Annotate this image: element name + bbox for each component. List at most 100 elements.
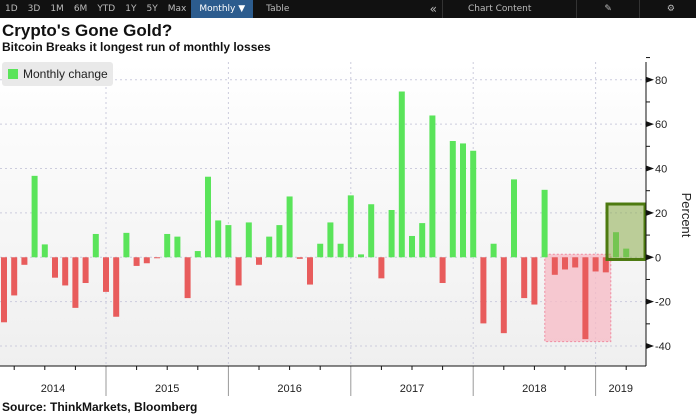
bar <box>164 233 171 258</box>
bar <box>52 257 58 278</box>
divider <box>441 0 443 18</box>
bar <box>602 257 609 273</box>
bar <box>0 257 7 323</box>
range-ytd[interactable]: YTD <box>97 4 116 14</box>
bar <box>174 236 181 258</box>
chart-title: Crypto's Gone Gold? <box>2 21 173 40</box>
bar <box>378 257 385 279</box>
legend-label: Monthly change <box>23 67 108 81</box>
x-year-label: 2017 <box>400 383 424 395</box>
bar <box>21 257 28 265</box>
tick-arrow <box>646 121 654 128</box>
bar <box>562 257 568 270</box>
toolbar: 1D 3D 1M 6M YTD 1Y 5Y Max Monthly ▼ Table « Chart C… <box>0 0 696 18</box>
bar <box>358 254 364 258</box>
x-year-label: 2019 <box>609 383 633 395</box>
bar <box>31 175 38 258</box>
y-tick-label: 80 <box>655 75 667 87</box>
tick-arrow <box>646 165 654 172</box>
y-tick-label: 0 <box>655 252 661 264</box>
bar <box>541 189 548 258</box>
y-tick-label: 20 <box>655 208 667 220</box>
bar <box>572 257 579 268</box>
y-tick-label: -40 <box>655 341 671 353</box>
bar <box>551 257 558 275</box>
bar <box>531 257 538 305</box>
collapse-button[interactable]: « <box>429 2 437 16</box>
bar <box>184 257 191 299</box>
bar <box>347 195 354 258</box>
divider <box>576 0 578 18</box>
tick-arrow <box>646 298 654 305</box>
range-max[interactable]: Max <box>167 4 187 14</box>
bar <box>215 220 222 258</box>
bar <box>11 257 18 296</box>
bar <box>337 243 344 258</box>
edit-icon[interactable]: ✎ <box>604 4 612 14</box>
y-axis-label: Percent <box>679 193 694 238</box>
legend[interactable]: Monthly change <box>2 62 113 86</box>
bar <box>82 257 89 284</box>
frequency-dropdown[interactable]: Monthly ▼ <box>191 0 254 18</box>
bar <box>62 257 69 286</box>
bar <box>429 115 436 258</box>
bar <box>205 176 211 258</box>
bar <box>409 235 415 258</box>
x-year-label: 2018 <box>522 383 546 395</box>
bar <box>511 179 517 258</box>
highlight-gains <box>605 202 647 261</box>
bar <box>123 232 130 258</box>
bar <box>521 257 528 299</box>
bar <box>133 257 140 266</box>
x-year-label: 2014 <box>41 383 65 395</box>
gear-icon[interactable]: ⚙ <box>666 4 675 14</box>
bar <box>582 257 589 340</box>
bar <box>286 196 293 258</box>
bar <box>419 223 426 258</box>
y-tick-label: 60 <box>655 119 667 131</box>
bar <box>388 210 395 258</box>
range-5y[interactable]: 5Y <box>146 4 158 14</box>
bar <box>92 233 99 258</box>
bar <box>480 257 487 324</box>
bar <box>41 244 48 258</box>
range-6m[interactable]: 6M <box>73 4 88 14</box>
tick-arrow <box>646 76 654 83</box>
bar-chart: -40 -20 0 20 40 60 80 2014 2015 2016 2017 2018 2019 P… <box>0 57 694 396</box>
bar <box>398 91 405 258</box>
bar <box>235 257 242 286</box>
bar <box>592 257 599 272</box>
bar <box>276 225 283 258</box>
tick-arrow <box>646 343 654 350</box>
bar <box>225 225 232 258</box>
bar <box>449 140 456 258</box>
bar <box>296 257 303 259</box>
bar <box>500 257 507 334</box>
bar <box>460 143 466 258</box>
x-year-label: 2015 <box>155 383 179 395</box>
bar <box>103 257 109 292</box>
divider <box>638 0 640 18</box>
y-tick-label: -20 <box>655 297 671 309</box>
table-button[interactable]: Table <box>266 4 290 14</box>
chart-content-button[interactable]: Chart Content <box>467 4 532 14</box>
range-3d[interactable]: 3D <box>27 4 41 14</box>
range-1m[interactable]: 1M <box>50 4 64 14</box>
bar <box>317 243 324 258</box>
bar <box>256 257 262 265</box>
tick-arrow <box>646 209 654 216</box>
bar <box>490 243 497 258</box>
chart-subtitle: Bitcoin Breaks it longest run of monthly… <box>2 40 271 54</box>
bar <box>307 257 313 285</box>
plot-area <box>0 62 646 366</box>
bar <box>245 222 252 258</box>
bar <box>327 222 334 258</box>
bar <box>194 251 201 258</box>
bar <box>470 150 477 258</box>
y-tick-label: 40 <box>655 164 667 176</box>
bar <box>368 204 375 258</box>
range-1d[interactable]: 1D <box>5 4 18 14</box>
source-note: Source: ThinkMarkets, Bloomberg <box>2 400 198 414</box>
range-1y[interactable]: 1Y <box>125 4 137 14</box>
bar <box>154 257 160 259</box>
